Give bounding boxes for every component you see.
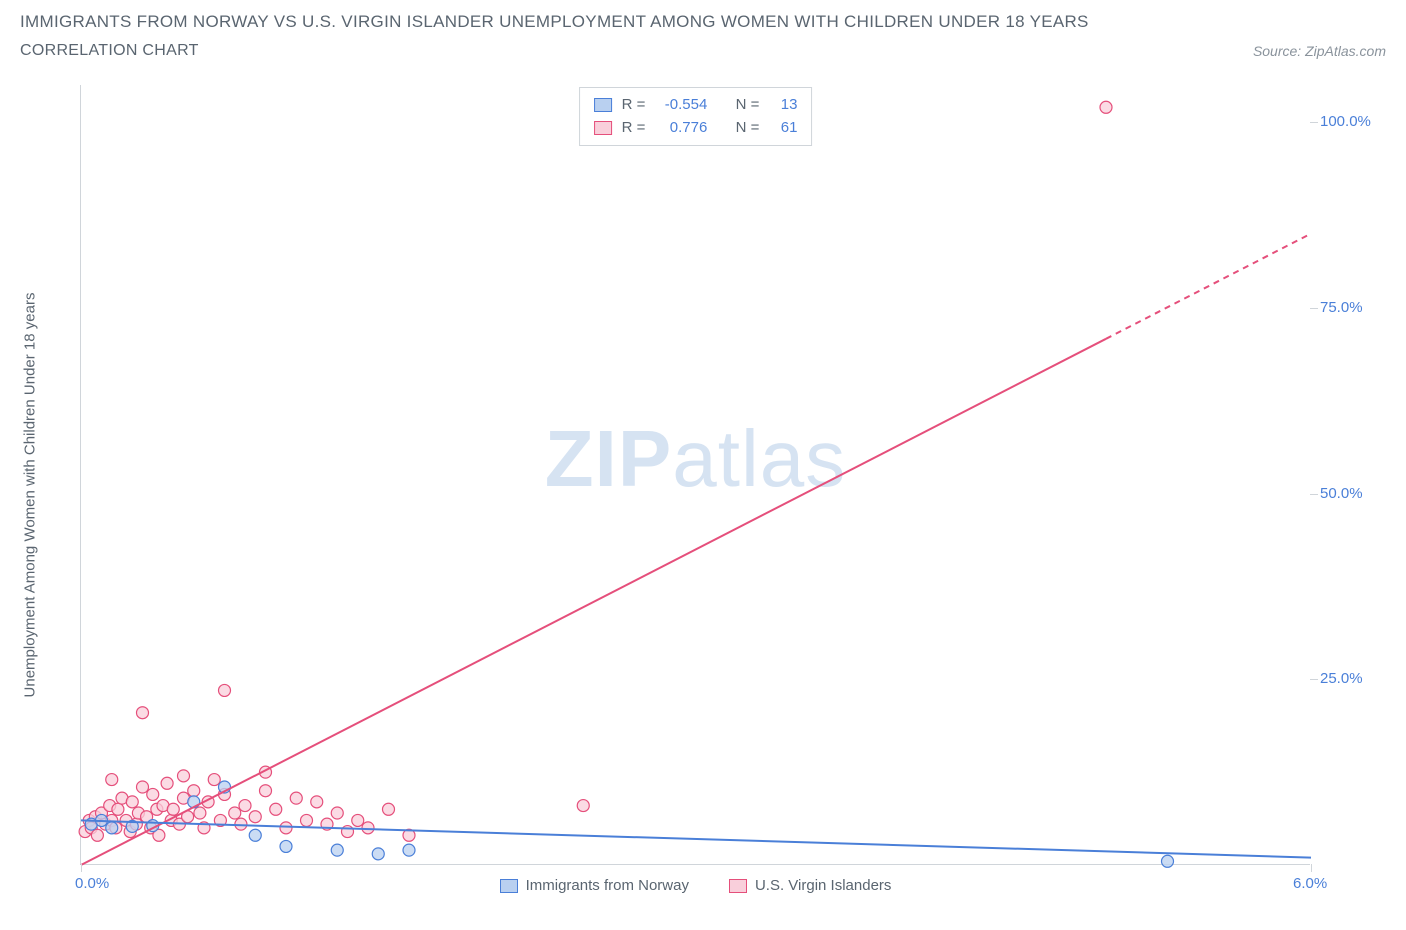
data-point-usvi xyxy=(311,796,323,808)
data-point-norway xyxy=(403,844,415,856)
y-tick-label: 75.0% xyxy=(1320,299,1380,316)
data-point-usvi xyxy=(362,822,374,834)
correlation-legend: R = -0.554 N = 13 R = 0.776 N = 61 xyxy=(579,87,813,146)
data-point-norway xyxy=(1162,855,1174,867)
data-point-usvi xyxy=(383,803,395,815)
data-point-usvi xyxy=(91,829,103,841)
data-point-usvi xyxy=(112,803,124,815)
y-tick-mark xyxy=(1310,494,1318,495)
data-point-usvi xyxy=(137,781,149,793)
bottom-legend-item-usvi: U.S. Virgin Islanders xyxy=(729,877,891,894)
data-point-norway xyxy=(280,840,292,852)
data-point-usvi xyxy=(194,807,206,819)
legend-n-value: 13 xyxy=(769,94,797,117)
chart-container: Unemployment Among Women with Children U… xyxy=(20,80,1386,910)
data-point-usvi xyxy=(137,707,149,719)
data-point-usvi xyxy=(577,800,589,812)
bottom-legend-item-norway: Immigrants from Norway xyxy=(500,877,689,894)
chart-title: IMMIGRANTS FROM NORWAY VS U.S. VIRGIN IS… xyxy=(20,12,1386,32)
bottom-legend-label: U.S. Virgin Islanders xyxy=(755,877,891,894)
data-point-usvi xyxy=(147,788,159,800)
y-axis-label: Unemployment Among Women with Children U… xyxy=(22,245,39,745)
data-point-usvi xyxy=(249,811,261,823)
data-point-usvi xyxy=(280,822,292,834)
data-point-usvi xyxy=(331,807,343,819)
y-tick-label: 25.0% xyxy=(1320,670,1380,687)
x-tick-label: 0.0% xyxy=(75,875,109,892)
data-point-usvi xyxy=(1100,101,1112,113)
legend-n-label: N = xyxy=(736,117,760,140)
bottom-legend-swatch-norway xyxy=(500,879,518,893)
data-point-norway xyxy=(249,829,261,841)
legend-n-label: N = xyxy=(736,94,760,117)
x-tick-mark xyxy=(81,864,82,872)
y-tick-mark xyxy=(1310,679,1318,680)
y-tick-mark xyxy=(1310,122,1318,123)
data-point-norway xyxy=(106,822,118,834)
source-label: Source: ZipAtlas.com xyxy=(1253,43,1386,59)
data-point-usvi xyxy=(260,785,272,797)
plot-area: ZIPatlas R =-0.554 N =13R =0.776 N =61 I… xyxy=(80,85,1310,865)
y-tick-label: 100.0% xyxy=(1320,113,1380,130)
legend-r-label: R = xyxy=(622,117,646,140)
legend-row-norway: R = -0.554 N = 13 xyxy=(594,94,798,117)
data-point-usvi xyxy=(126,796,138,808)
y-tick-mark xyxy=(1310,308,1318,309)
chart-subtitle: CORRELATION CHART xyxy=(20,42,199,60)
legend-r-value: -0.554 xyxy=(655,94,707,117)
data-point-usvi xyxy=(106,774,118,786)
data-point-usvi xyxy=(161,777,173,789)
bottom-legend-label: Immigrants from Norway xyxy=(526,877,689,894)
bottom-legend: Immigrants from Norway U.S. Virgin Island… xyxy=(81,877,1310,894)
legend-r-label: R = xyxy=(622,94,646,117)
data-point-usvi xyxy=(290,792,302,804)
subtitle-row: CORRELATION CHART Source: ZipAtlas.com xyxy=(20,42,1386,60)
legend-swatch-usvi xyxy=(594,121,612,135)
chart-header: IMMIGRANTS FROM NORWAY VS U.S. VIRGIN IS… xyxy=(0,0,1406,64)
data-point-usvi xyxy=(219,684,231,696)
bottom-legend-swatch-usvi xyxy=(729,879,747,893)
data-point-usvi xyxy=(352,814,364,826)
data-point-usvi xyxy=(188,785,200,797)
scatter-plot-svg xyxy=(81,85,1310,864)
data-point-norway xyxy=(372,848,384,860)
legend-r-value: 0.776 xyxy=(655,117,707,140)
data-point-usvi xyxy=(208,774,220,786)
x-tick-label: 6.0% xyxy=(1293,875,1327,892)
data-point-usvi xyxy=(167,803,179,815)
y-tick-label: 50.0% xyxy=(1320,485,1380,502)
data-point-norway xyxy=(331,844,343,856)
data-point-usvi xyxy=(270,803,282,815)
data-point-usvi xyxy=(229,807,241,819)
legend-row-usvi: R = 0.776 N = 61 xyxy=(594,117,798,140)
data-point-usvi xyxy=(239,800,251,812)
legend-n-value: 61 xyxy=(769,117,797,140)
x-tick-mark xyxy=(1311,864,1312,872)
data-point-usvi xyxy=(301,814,313,826)
legend-swatch-norway xyxy=(594,98,612,112)
data-point-usvi xyxy=(178,770,190,782)
